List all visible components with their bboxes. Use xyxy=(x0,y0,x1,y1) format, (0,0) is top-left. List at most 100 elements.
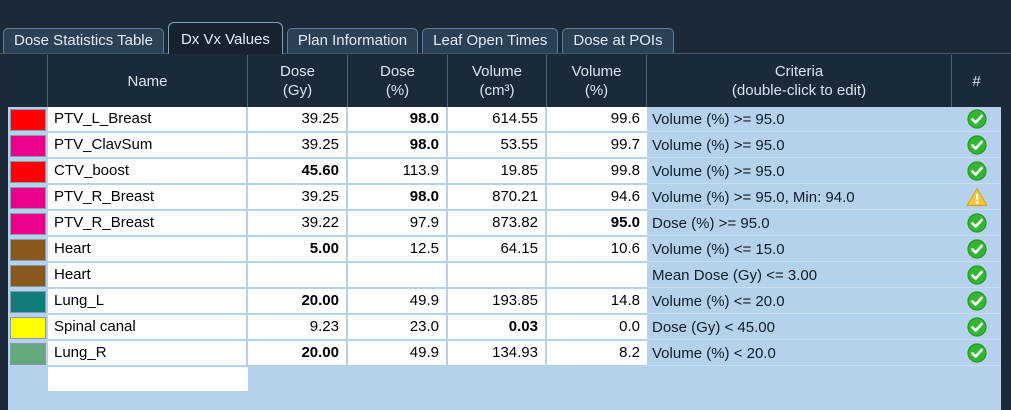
warning-icon xyxy=(965,187,988,207)
header-dose-gy: Dose (Gy) xyxy=(248,55,348,107)
table-row[interactable]: Lung_R 20.00 49.9 134.93 8.2 Volume (%) … xyxy=(8,341,1001,367)
tab-dx-vx-values[interactable]: Dx Vx Values xyxy=(167,22,283,54)
criteria-cell[interactable]: Volume (%) <= 15.0 xyxy=(647,237,952,262)
volume-cm3-cell: 873.82 xyxy=(448,211,547,235)
table-row[interactable]: Heart 5.00 12.5 64.15 10.6 Volume (%) <=… xyxy=(8,237,1001,263)
structure-name-cell: Heart xyxy=(48,263,248,287)
criteria-cell[interactable]: Volume (%) >= 95.0 xyxy=(647,133,952,158)
volume-pct-cell xyxy=(547,263,647,287)
structure-name-cell: PTV_ClavSum xyxy=(48,133,248,157)
volume-cm3-cell: 193.85 xyxy=(448,289,547,313)
volume-pct-cell: 8.2 xyxy=(547,341,647,365)
criteria-cell[interactable]: Volume (%) >= 95.0 xyxy=(647,107,952,132)
status-cell xyxy=(952,185,1001,210)
status-cell xyxy=(952,133,1001,158)
criteria-cell[interactable]: Volume (%) >= 95.0, Min: 94.0 xyxy=(647,185,952,210)
pass-check-icon xyxy=(966,213,987,233)
status-cell xyxy=(952,289,1001,314)
structure-color-cell xyxy=(8,315,48,341)
volume-cm3-cell: 614.55 xyxy=(448,107,547,131)
header-volume-cm3: Volume (cm³) xyxy=(448,55,547,107)
volume-pct-cell: 99.6 xyxy=(547,107,647,131)
dose-gy-cell: 39.22 xyxy=(248,211,348,235)
dose-gy-cell: 9.23 xyxy=(248,315,348,339)
status-cell xyxy=(952,211,1001,236)
tab-dose-statistics-table[interactable]: Dose Statistics Table xyxy=(3,28,164,53)
criteria-cell[interactable]: Volume (%) >= 95.0 xyxy=(647,159,952,184)
dose-pct-cell: 23.0 xyxy=(348,315,448,339)
pass-check-icon xyxy=(966,317,987,337)
volume-cm3-cell: 53.55 xyxy=(448,133,547,157)
structure-color-swatch xyxy=(10,239,46,261)
dose-pct-cell: 98.0 xyxy=(348,133,448,157)
status-cell xyxy=(952,315,1001,340)
structure-color-swatch xyxy=(10,317,46,339)
dose-gy-cell: 39.25 xyxy=(248,185,348,209)
dose-pct-cell: 49.9 xyxy=(348,341,448,365)
header-color-column xyxy=(8,55,48,107)
tab-dose-at-pois[interactable]: Dose at POIs xyxy=(562,28,674,53)
structure-color-swatch xyxy=(10,291,46,313)
volume-pct-cell: 14.8 xyxy=(547,289,647,313)
structure-name-cell: Lung_R xyxy=(48,341,248,365)
dose-gy-cell: 5.00 xyxy=(248,237,348,261)
volume-pct-cell: 99.8 xyxy=(547,159,647,183)
dose-gy-cell: 39.25 xyxy=(248,133,348,157)
structure-name-cell: PTV_R_Breast xyxy=(48,185,248,209)
table-row[interactable]: PTV_ClavSum 39.25 98.0 53.55 99.7 Volume… xyxy=(8,133,1001,159)
table-row[interactable]: Heart Mean Dose (Gy) <= 3.00 xyxy=(8,263,1001,289)
structure-name-cell: Spinal canal xyxy=(48,315,248,339)
tab-plan-information[interactable]: Plan Information xyxy=(286,28,419,53)
status-cell xyxy=(952,159,1001,184)
volume-pct-cell: 94.6 xyxy=(547,185,647,209)
dose-pct-cell xyxy=(348,263,448,287)
structure-color-swatch xyxy=(10,187,46,209)
structure-color-cell xyxy=(8,185,48,211)
status-cell xyxy=(952,237,1001,262)
pass-check-icon xyxy=(966,343,987,363)
table-row[interactable]: PTV_R_Breast 39.25 98.0 870.21 94.6 Volu… xyxy=(8,185,1001,211)
tab-leaf-open-times[interactable]: Leaf Open Times xyxy=(422,28,559,53)
criteria-cell[interactable]: Volume (%) <= 20.0 xyxy=(647,289,952,314)
table-row[interactable]: Spinal canal 9.23 23.0 0.03 0.0 Dose (Gy… xyxy=(8,315,1001,341)
table-row[interactable]: PTV_R_Breast 39.22 97.9 873.82 95.0 Dose… xyxy=(8,211,1001,237)
volume-cm3-cell xyxy=(448,263,547,287)
header-status: # xyxy=(972,72,981,90)
dose-pct-cell: 49.9 xyxy=(348,289,448,313)
structure-name-cell: Lung_L xyxy=(48,289,248,313)
volume-cm3-cell: 870.21 xyxy=(448,185,547,209)
structure-color-cell xyxy=(8,341,48,367)
structure-color-cell xyxy=(8,289,48,315)
header-volume-pct: Volume (%) xyxy=(547,55,647,107)
structure-color-swatch xyxy=(10,135,46,157)
pass-check-icon xyxy=(966,161,987,181)
dx-vx-table: Name Dose (Gy) Dose (%) Volume (cm³) Vol… xyxy=(8,55,1001,410)
new-structure-input[interactable] xyxy=(48,367,248,391)
table-row[interactable]: CTV_boost 45.60 113.9 19.85 99.8 Volume … xyxy=(8,159,1001,185)
criteria-cell[interactable]: Dose (%) >= 95.0 xyxy=(647,211,952,236)
structure-color-swatch xyxy=(10,265,46,287)
table-row[interactable]: PTV_L_Breast 39.25 98.0 614.55 99.6 Volu… xyxy=(8,107,1001,133)
volume-pct-cell: 99.7 xyxy=(547,133,647,157)
volume-pct-cell: 95.0 xyxy=(547,211,647,235)
pass-check-icon xyxy=(966,239,987,259)
criteria-cell[interactable]: Dose (Gy) < 45.00 xyxy=(647,315,952,340)
pass-check-icon xyxy=(966,135,987,155)
table-row[interactable]: Lung_L 20.00 49.9 193.85 14.8 Volume (%)… xyxy=(8,289,1001,315)
structure-color-cell xyxy=(8,211,48,237)
volume-cm3-cell: 0.03 xyxy=(448,315,547,339)
pass-check-icon xyxy=(966,265,987,285)
structure-color-cell xyxy=(8,159,48,185)
criteria-cell[interactable]: Mean Dose (Gy) <= 3.00 xyxy=(647,263,952,288)
structure-color-cell xyxy=(8,107,48,133)
header-dose-pct: Dose (%) xyxy=(348,55,448,107)
structure-name-cell: Heart xyxy=(48,237,248,261)
criteria-cell[interactable]: Volume (%) < 20.0 xyxy=(647,341,952,366)
status-cell xyxy=(952,263,1001,288)
volume-pct-cell: 0.0 xyxy=(547,315,647,339)
header-name: Name xyxy=(48,55,248,107)
dose-gy-cell: 20.00 xyxy=(248,341,348,365)
structure-name-cell: PTV_R_Breast xyxy=(48,211,248,235)
structure-color-swatch xyxy=(10,161,46,183)
